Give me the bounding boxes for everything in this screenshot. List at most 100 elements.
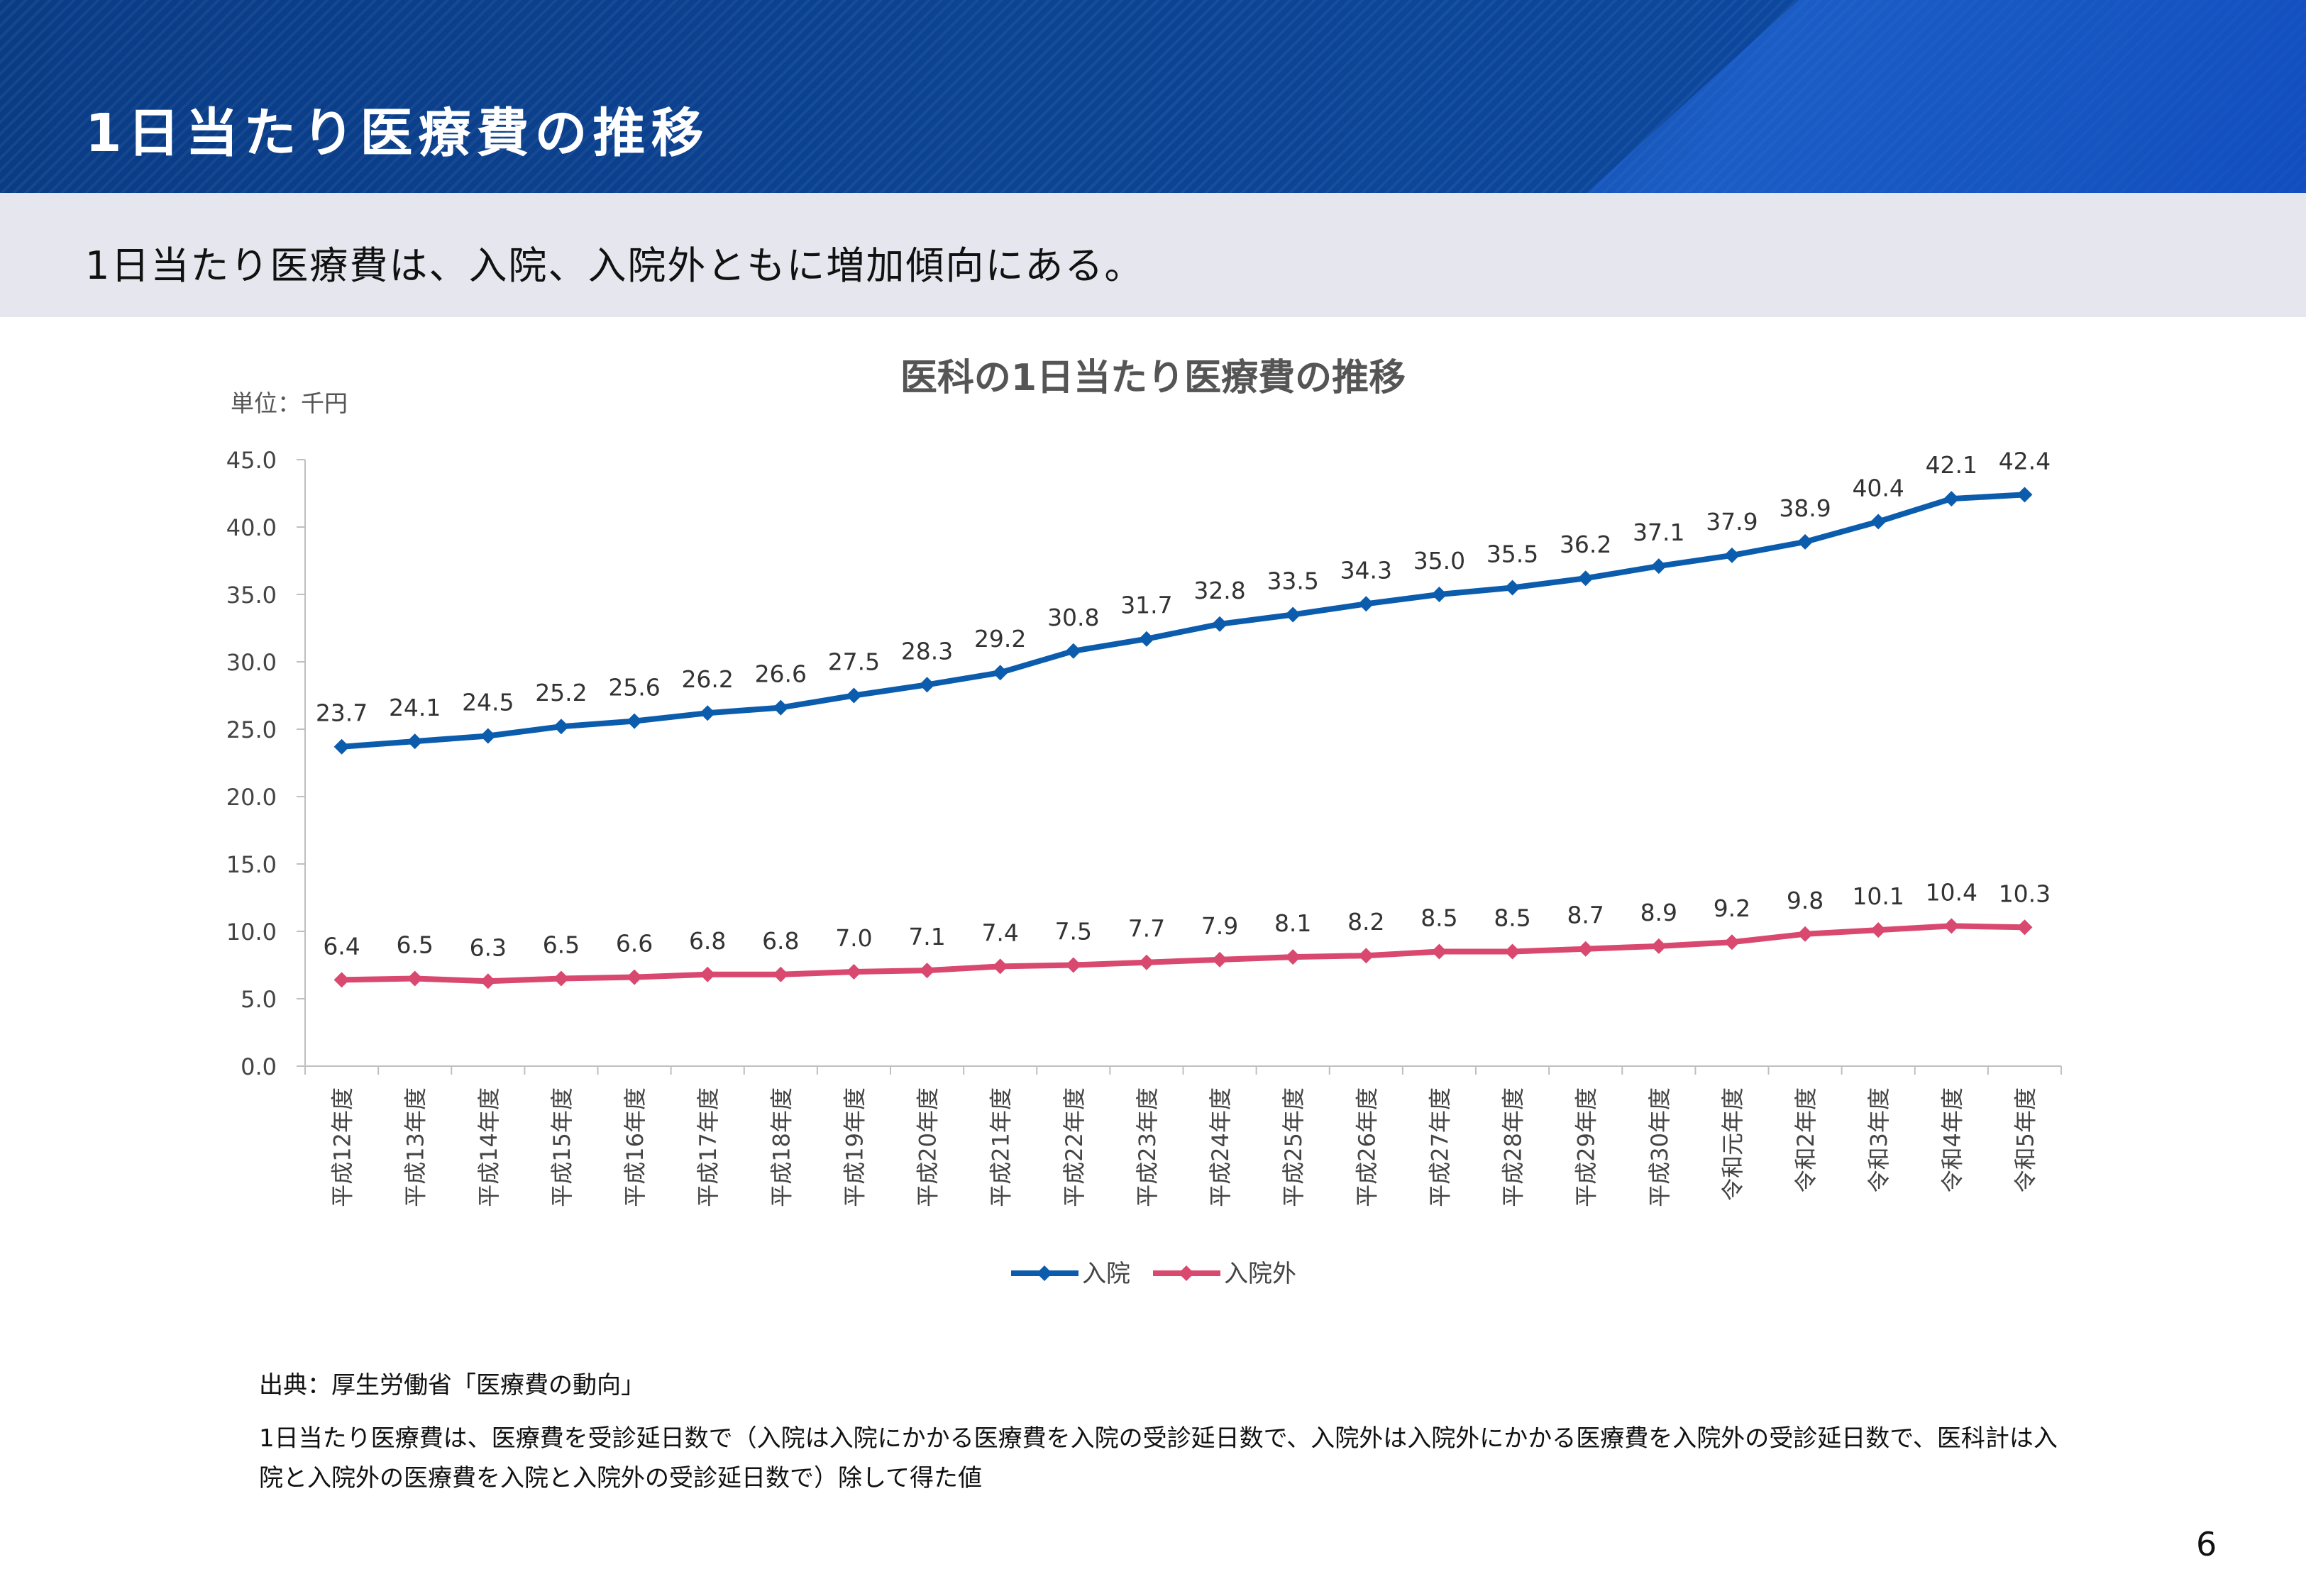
source-citation: 出典：厚生労働省「医療費の動向」 (259, 1371, 645, 1400)
data-label: 8.1 (1274, 909, 1311, 937)
footnote: 1日当たり医療費は、医療費を受診延日数で（入院は入院にかかる医療費を入院の受診延… (259, 1424, 2058, 1492)
series-line-2 (341, 923, 2025, 985)
data-label: 7.7 (1128, 915, 1165, 943)
x-tick-label: 令和元年度 (1719, 1087, 1746, 1201)
data-label: 24.1 (389, 694, 441, 721)
data-point (919, 677, 935, 693)
data-label: 6.8 (689, 927, 726, 955)
unit-label: 単位：千円 (231, 389, 348, 417)
y-tick-label: 35.0 (226, 582, 277, 609)
chart-title: 医科の1日当たり医療費の推移 (900, 357, 1406, 399)
y-tick-label: 30.0 (226, 649, 277, 676)
data-label: 10.3 (1999, 880, 2051, 907)
data-label: 9.2 (1714, 894, 1750, 922)
data-label: 6.5 (543, 931, 580, 959)
data-point (1358, 596, 1374, 612)
data-label: 33.5 (1267, 567, 1318, 595)
data-point (1138, 954, 1154, 970)
data-label: 38.9 (1779, 494, 1831, 522)
data-label: 7.4 (981, 919, 1018, 946)
x-tick-label: 平成12年度 (329, 1087, 356, 1207)
y-tick-label: 20.0 (226, 784, 277, 811)
x-tick-label: 平成17年度 (695, 1087, 722, 1207)
data-label: 24.5 (462, 689, 514, 716)
x-tick-label: 平成25年度 (1280, 1087, 1307, 1207)
data-label: 8.9 (1640, 899, 1677, 926)
data-label: 28.3 (901, 637, 953, 665)
data-point (773, 699, 789, 716)
data-label: 34.3 (1340, 556, 1392, 584)
data-point (846, 964, 862, 980)
data-point (700, 705, 716, 721)
x-tick-label: 平成13年度 (402, 1087, 429, 1207)
data-label: 27.5 (828, 648, 880, 676)
x-tick-label: 令和4年度 (1938, 1087, 1965, 1192)
data-point (1797, 533, 1814, 550)
y-tick-label: 40.0 (226, 514, 277, 541)
header-banner: 1日当たり医療費の推移 (0, 0, 2306, 193)
data-label: 8.2 (1347, 908, 1384, 936)
data-point (1065, 643, 1081, 659)
chart-series: 23.7 24.1 24.5 25.2 25.6 26.2 26.6 27.5 28.3 29.2… (316, 447, 2051, 990)
data-label: 29.2 (974, 625, 1026, 653)
data-label: 25.2 (535, 679, 587, 706)
data-point (1212, 616, 1228, 632)
data-point (1504, 580, 1521, 596)
x-tick-label: 平成14年度 (475, 1087, 502, 1207)
data-point (700, 966, 716, 982)
data-point (1504, 943, 1521, 960)
data-point (773, 966, 789, 982)
data-point (2017, 919, 2033, 936)
data-label: 8.5 (1420, 904, 1457, 932)
data-point (480, 728, 496, 744)
legend-swatch-marker (1037, 1265, 1052, 1281)
legend-swatch-marker (1179, 1265, 1194, 1281)
data-point (333, 972, 350, 988)
data-point (846, 687, 862, 704)
data-point (1212, 951, 1228, 968)
x-tick-label: 平成23年度 (1134, 1087, 1161, 1207)
y-tick-label: 15.0 (226, 851, 277, 878)
data-label: 26.2 (681, 665, 733, 693)
data-point (2017, 487, 2033, 503)
data-point (627, 713, 643, 729)
data-point (1285, 949, 1301, 965)
data-label: 6.4 (323, 932, 360, 960)
data-label: 8.7 (1567, 902, 1604, 929)
x-tick-label: 平成18年度 (768, 1087, 795, 1207)
data-label: 23.7 (316, 699, 368, 727)
y-tick-label: 25.0 (226, 716, 277, 743)
data-point (1431, 587, 1447, 602)
x-tick-label: 令和2年度 (1792, 1087, 1819, 1192)
y-tick-label: 5.0 (241, 986, 277, 1013)
header-accent-stripe (1587, 0, 2306, 193)
data-point (919, 963, 935, 979)
y-tick-label: 0.0 (241, 1053, 277, 1080)
x-tick-label: 令和3年度 (1865, 1087, 1892, 1192)
series-line-1 (341, 492, 2025, 750)
chart-axes: 0.0 5.0 10.0 15.0 20.0 25.0 30.0 35.0 40.0 45.0 平成… (226, 447, 2062, 1207)
data-label: 6.8 (762, 927, 799, 955)
data-label: 40.4 (1852, 474, 1904, 501)
data-label: 10.4 (1926, 878, 1977, 906)
data-point (1650, 558, 1667, 575)
data-label: 9.8 (1787, 887, 1824, 914)
legend-label: 入院外 (1224, 1260, 1296, 1288)
data-label: 31.7 (1120, 592, 1172, 619)
data-label: 10.1 (1852, 882, 1904, 910)
x-tick-label: 平成27年度 (1426, 1087, 1453, 1207)
data-point (1285, 606, 1301, 623)
x-tick-label: 平成20年度 (915, 1087, 942, 1207)
data-label: 32.8 (1193, 577, 1245, 604)
data-point (1065, 957, 1081, 973)
data-label: 7.1 (908, 923, 945, 951)
data-label: 35.0 (1413, 547, 1465, 575)
y-tick-label: 45.0 (226, 447, 277, 474)
summary-text: 1日当たり医療費は、入院、入院外ともに増加傾向にある。 (85, 243, 1144, 288)
data-point (1723, 934, 1740, 951)
x-tick-label: 平成24年度 (1207, 1087, 1234, 1207)
data-label: 35.5 (1486, 541, 1538, 568)
data-point (1870, 514, 1887, 530)
data-point (1797, 926, 1814, 942)
data-point (1870, 922, 1887, 938)
